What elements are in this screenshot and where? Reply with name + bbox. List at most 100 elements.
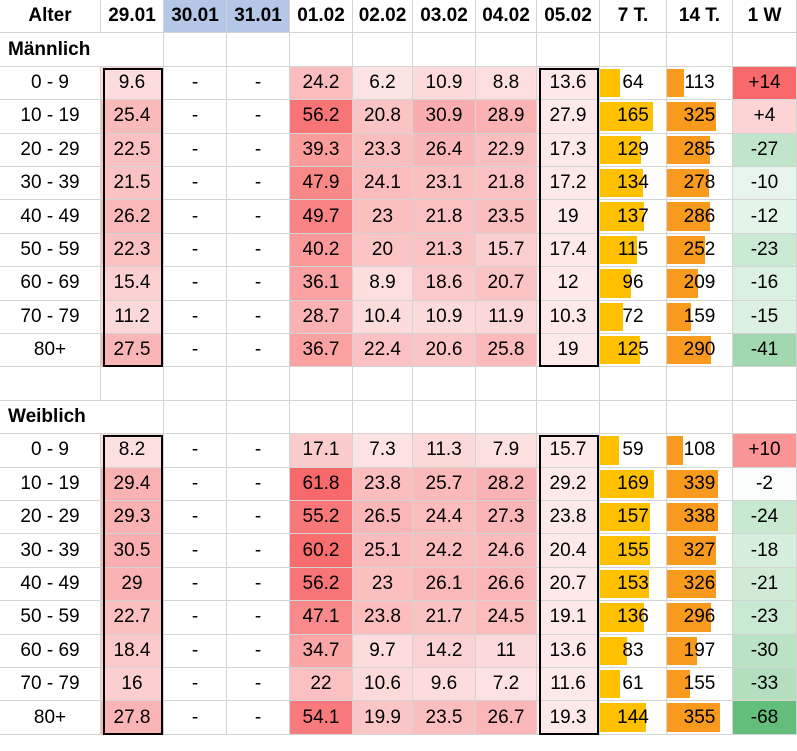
day-value-cell: 6.2 — [353, 66, 413, 101]
day-value-cell: - — [227, 467, 290, 501]
7t-bar — [600, 469, 655, 498]
age-group-label: 20 - 29 — [0, 133, 101, 167]
14t-bar — [667, 636, 697, 665]
day-value-cell: - — [227, 167, 290, 201]
empty-cell — [600, 367, 667, 401]
section-title: Weiblich — [0, 400, 164, 435]
day-value-cell: 26.4 — [413, 133, 476, 167]
day-value-cell: 25.7 — [413, 467, 476, 501]
7t-bar — [600, 670, 620, 699]
day-value-cell: 11.9 — [476, 300, 537, 334]
day-value-cell: - — [227, 668, 290, 702]
14t-bar — [667, 135, 710, 164]
day-value-cell: - — [164, 467, 227, 501]
day-value-cell: 27.5 — [101, 334, 164, 368]
7t-bar — [600, 536, 650, 565]
day-value-cell: 27.8 — [101, 701, 164, 735]
day-value-cell: - — [164, 233, 227, 268]
day-value-cell: 24.5 — [476, 601, 537, 635]
header-cell: 30.01 — [164, 0, 227, 34]
day-value-cell: 30.9 — [413, 100, 476, 134]
14t-bar — [667, 302, 691, 331]
7t-bar — [600, 636, 627, 665]
day-value-cell: 26.7 — [476, 701, 537, 735]
day-value-cell: 29.3 — [101, 501, 164, 535]
age-group-label: 0 - 9 — [0, 66, 101, 101]
7t-cell: 136 — [600, 601, 667, 635]
day-value-cell: - — [227, 434, 290, 468]
day-value-cell: 47.9 — [290, 167, 353, 201]
day-value-cell: 22.9 — [476, 133, 537, 167]
day-value-cell: - — [164, 434, 227, 468]
day-value-cell: - — [227, 534, 290, 568]
empty-cell — [413, 400, 476, 435]
day-value-cell: 11.6 — [537, 668, 600, 702]
day-value-cell: 21.8 — [413, 200, 476, 234]
day-value-cell: 15.7 — [476, 233, 537, 268]
day-value-cell: 23.3 — [353, 133, 413, 167]
day-value-cell: 29.4 — [101, 467, 164, 501]
day-value-cell: 54.1 — [290, 701, 353, 735]
7t-cell: 115 — [600, 233, 667, 268]
day-value-cell: 20.7 — [476, 267, 537, 301]
day-value-cell: 11.2 — [101, 300, 164, 334]
day-value-cell: - — [227, 567, 290, 602]
7t-cell: 144 — [600, 701, 667, 735]
14t-bar — [667, 603, 712, 632]
7t-bar — [600, 436, 619, 465]
14t-cell: 155 — [667, 668, 733, 702]
14t-cell: 278 — [667, 167, 733, 201]
day-value-cell: - — [164, 167, 227, 201]
day-value-cell: 9.7 — [353, 634, 413, 668]
day-value-cell: 27.9 — [537, 100, 600, 134]
day-value-cell: 21.7 — [413, 601, 476, 635]
day-value-cell: 18.4 — [101, 634, 164, 668]
14t-value: 286 — [683, 205, 716, 227]
14t-cell: 327 — [667, 534, 733, 568]
1w-change-cell: +4 — [733, 100, 797, 134]
14t-value: 290 — [683, 339, 716, 361]
day-value-cell: - — [227, 200, 290, 234]
header-cell: 01.02 — [290, 0, 353, 34]
7t-value: 96 — [622, 272, 644, 294]
empty-cell — [164, 400, 227, 435]
7t-value: 134 — [617, 172, 649, 194]
empty-cell — [413, 367, 476, 401]
empty-cell — [600, 33, 667, 67]
day-value-cell: - — [227, 701, 290, 735]
age-group-label: 40 - 49 — [0, 200, 101, 234]
day-value-cell: 7.9 — [476, 434, 537, 468]
7t-value: 115 — [617, 238, 649, 260]
day-value-cell: - — [227, 100, 290, 134]
day-value-cell: 13.6 — [537, 634, 600, 668]
day-value-cell: - — [227, 267, 290, 301]
14t-value: 338 — [683, 506, 716, 528]
day-value-cell: 13.6 — [537, 66, 600, 101]
day-value-cell: 40.2 — [290, 233, 353, 268]
age-group-label: 30 - 39 — [0, 167, 101, 201]
day-value-cell: 8.2 — [101, 434, 164, 468]
7t-cell: 153 — [600, 567, 667, 602]
14t-value: 113 — [684, 71, 715, 93]
day-value-cell: 15.4 — [101, 267, 164, 301]
7t-cell: 64 — [600, 66, 667, 101]
14t-bar — [667, 202, 710, 231]
day-value-cell: 24.2 — [413, 534, 476, 568]
7t-bar — [600, 269, 631, 298]
day-value-cell: - — [164, 267, 227, 301]
14t-bar — [667, 102, 716, 131]
empty-cell — [537, 33, 600, 67]
day-value-cell: 16 — [101, 668, 164, 702]
age-group-label: 50 - 59 — [0, 601, 101, 635]
7t-bar — [600, 302, 624, 331]
14t-cell: 339 — [667, 467, 733, 501]
day-value-cell: 20.6 — [413, 334, 476, 368]
day-value-cell: 39.3 — [290, 133, 353, 167]
day-value-cell: 25.1 — [353, 534, 413, 568]
age-group-label: 10 - 19 — [0, 467, 101, 501]
day-value-cell: 22.5 — [101, 133, 164, 167]
empty-cell — [290, 367, 353, 401]
age-group-label: 0 - 9 — [0, 434, 101, 468]
day-value-cell: - — [227, 66, 290, 101]
